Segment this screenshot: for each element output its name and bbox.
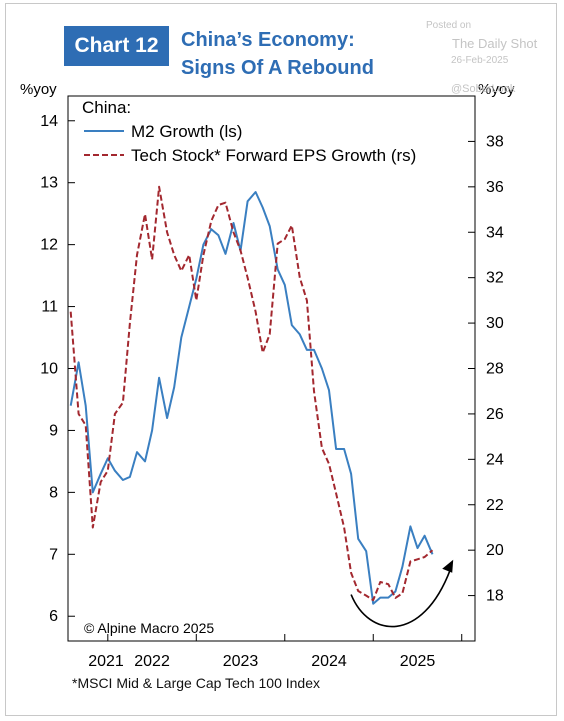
title-line-1: China’s Economy:	[181, 29, 355, 51]
plot-area	[67, 95, 476, 642]
rebound-arrowhead	[442, 559, 454, 573]
right-axis-label: %yoy	[478, 81, 515, 98]
left-axis-label: %yoy	[20, 81, 57, 98]
left-tick-label: 6	[49, 608, 58, 625]
chart-badge: Chart 12	[64, 26, 169, 66]
right-tick-label: 26	[486, 406, 504, 423]
footnote: *MSCI Mid & Large Cap Tech 100 Index	[72, 675, 320, 691]
chart-frame	[5, 3, 557, 716]
x-tick-label: 2025	[400, 653, 436, 670]
right-tick-label: 28	[486, 361, 504, 378]
x-tick-label: 2023	[223, 653, 259, 670]
right-tick-label: 32	[486, 270, 504, 287]
right-tick-label: 34	[486, 224, 504, 241]
x-tick-label: 2022	[134, 653, 170, 670]
left-tick-label: 12	[40, 237, 58, 254]
copyright-label: © Alpine Macro 2025	[84, 620, 214, 636]
x-tick-label: 2021	[88, 653, 124, 670]
right-tick-label: 20	[486, 542, 504, 559]
series-line-tech-eps-growth	[69, 185, 434, 602]
watermark-source: The Daily Shot	[452, 36, 538, 51]
series-line-m2-growth	[69, 191, 434, 605]
right-tick-label: 22	[486, 497, 504, 514]
left-tick-label: 10	[40, 361, 58, 378]
left-tick-label: 8	[49, 484, 58, 501]
x-tick-label: 2024	[311, 653, 347, 670]
legend-label-eps: Tech Stock* Forward EPS Growth (rs)	[131, 146, 416, 165]
watermark-date: 26-Feb-2025	[451, 55, 509, 66]
right-tick-label: 18	[486, 588, 504, 605]
watermark-handle: @SoberLook	[451, 83, 516, 95]
left-tick-label: 7	[49, 546, 58, 563]
left-tick-label: 14	[40, 113, 58, 130]
title-line-2: Signs Of A Rebound	[181, 57, 374, 79]
left-tick-label: 11	[41, 299, 58, 316]
legend-label-m2: M2 Growth (ls)	[131, 122, 242, 141]
left-tick-label: 9	[49, 422, 58, 439]
right-tick-label: 30	[486, 315, 504, 332]
rebound-arrow	[350, 569, 451, 628]
right-tick-label: 36	[486, 179, 504, 196]
legend-title: China:	[82, 98, 131, 117]
right-tick-label: 38	[486, 133, 504, 150]
left-tick-label: 13	[40, 175, 58, 192]
chart-title: China’s Economy: Signs Of A Rebound	[181, 26, 374, 82]
right-tick-label: 24	[486, 451, 504, 468]
watermark-posted-on: Posted on	[426, 20, 472, 31]
